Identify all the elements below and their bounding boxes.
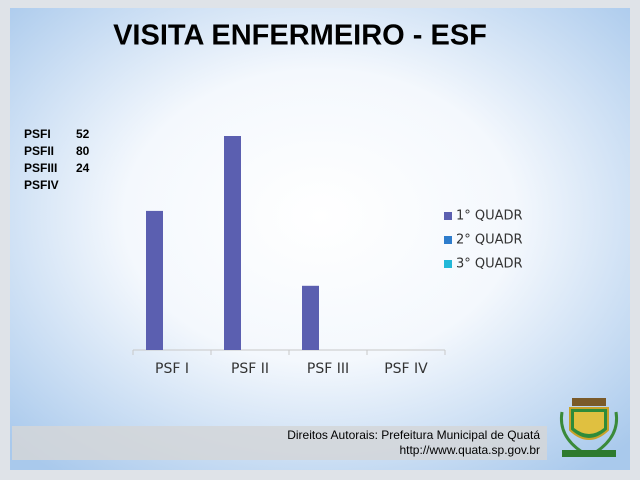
side-label: PSFIV	[24, 178, 59, 192]
bar	[146, 210, 163, 350]
bar	[224, 136, 241, 350]
legend-swatch	[444, 212, 452, 220]
legend-label: 2° QUADR	[456, 233, 523, 248]
footer-credit: Direitos Autorais: Prefeitura Municipal …	[287, 428, 540, 442]
side-value: 24	[76, 161, 90, 175]
x-tick-label: PSF I	[155, 361, 189, 377]
bar	[302, 285, 319, 350]
x-tick-label: PSF II	[231, 361, 269, 377]
side-label: PSFII	[24, 144, 54, 158]
legend-label: 3° QUADR	[456, 257, 523, 272]
side-value: 52	[76, 127, 90, 141]
x-tick-label: PSF III	[307, 361, 349, 377]
legend-label: 1° QUADR	[456, 209, 523, 224]
side-value: 80	[76, 144, 90, 158]
footer-url: http://www.quata.sp.gov.br	[399, 443, 540, 457]
legend-swatch	[444, 260, 452, 268]
legend-swatch	[444, 236, 452, 244]
side-label: PSFIII	[24, 161, 57, 175]
side-label: PSFI	[24, 127, 51, 141]
chart-title: VISITA ENFERMEIRO - ESF	[113, 20, 487, 52]
footer-band	[12, 426, 547, 460]
background	[10, 8, 630, 470]
x-tick-label: PSF IV	[384, 361, 428, 377]
logo	[559, 398, 619, 457]
